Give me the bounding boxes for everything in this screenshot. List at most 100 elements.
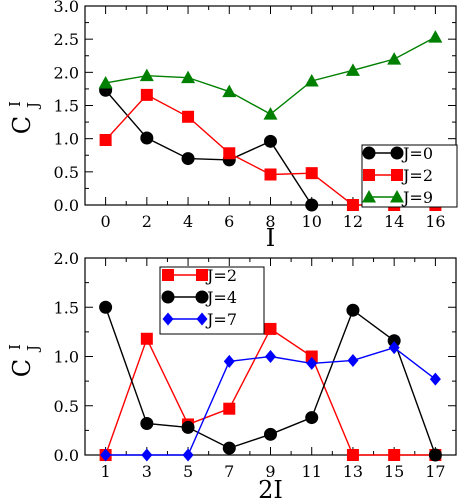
data-point xyxy=(182,448,194,462)
y-axis-title-sub: J xyxy=(24,102,42,110)
legend-entry: J=2 xyxy=(363,166,433,185)
x-axis-title: I xyxy=(266,224,275,252)
data-point xyxy=(346,449,359,461)
y-axis-title-main: C xyxy=(8,359,36,377)
series-J=9 xyxy=(98,30,443,120)
x-tick-label: 6 xyxy=(224,212,234,231)
legend: J=2 J=4 J=7 xyxy=(159,266,265,335)
x-tick-label: 2 xyxy=(142,212,152,231)
x-tick-label: 16 xyxy=(425,212,445,231)
data-point xyxy=(182,110,195,123)
data-point xyxy=(181,70,196,84)
legend-marker xyxy=(362,146,376,160)
x-axis-title: 2I xyxy=(258,476,283,501)
x-tick-label: 13 xyxy=(343,462,363,481)
data-point xyxy=(429,372,441,386)
legend-marker xyxy=(162,312,174,326)
legend-marker xyxy=(195,290,209,304)
y-tick-label: 2.5 xyxy=(54,30,79,49)
data-point xyxy=(181,152,195,166)
data-point xyxy=(305,167,318,180)
x-tick-label: 11 xyxy=(302,462,322,481)
y-tick-label: 3.0 xyxy=(54,0,79,16)
data-point xyxy=(304,73,319,87)
legend-label: J=4 xyxy=(205,288,237,307)
y-tick-label: 1.5 xyxy=(54,97,79,116)
data-point xyxy=(140,131,154,145)
legend-marker xyxy=(363,169,375,181)
series-J=4 xyxy=(99,300,442,462)
data-point xyxy=(264,134,277,148)
legend-marker xyxy=(390,146,404,160)
data-point xyxy=(223,354,235,368)
legend-label: J=9 xyxy=(401,188,433,207)
data-point xyxy=(222,441,236,455)
data-point xyxy=(305,198,319,212)
x-tick-label: 8 xyxy=(265,212,275,231)
legend-box xyxy=(159,266,265,335)
y-axis-title-sup: I xyxy=(6,344,24,350)
data-point xyxy=(306,356,318,370)
legend-marker xyxy=(196,312,208,326)
data-point xyxy=(139,68,154,82)
y-tick-label: 2.0 xyxy=(54,63,79,82)
y-axis-title-main: C xyxy=(8,116,36,134)
x-tick-label: 4 xyxy=(183,212,193,231)
legend-label: J=0 xyxy=(401,144,433,163)
y-axis-title-sup: I xyxy=(6,101,24,107)
series-J=7 xyxy=(100,341,441,462)
x-tick-label: 15 xyxy=(384,462,404,481)
y-tick-label: 0.5 xyxy=(54,397,79,416)
data-point xyxy=(141,448,153,462)
data-point xyxy=(387,334,401,348)
y-tick-label: 1.0 xyxy=(54,130,79,149)
data-point xyxy=(305,350,318,363)
y-tick-label: 2.0 xyxy=(54,249,79,268)
x-tick-label: 9 xyxy=(265,462,275,481)
legend-marker xyxy=(390,190,404,203)
y-tick-label: 0.0 xyxy=(54,446,79,465)
legend-marker xyxy=(362,190,376,203)
data-point xyxy=(428,448,442,462)
data-point xyxy=(223,402,236,415)
data-point xyxy=(346,199,359,211)
data-point xyxy=(265,350,276,363)
data-point xyxy=(264,168,277,181)
x-tick-label: 3 xyxy=(142,462,152,481)
y-tick-label: 0.0 xyxy=(54,196,79,215)
series-line xyxy=(105,36,436,115)
data-point xyxy=(264,322,277,335)
x-tick-label: 12 xyxy=(343,212,363,231)
y-axis-title: C I J xyxy=(6,101,42,134)
data-point xyxy=(140,416,154,430)
legend-entry: J=7 xyxy=(162,310,237,329)
legend-marker xyxy=(196,269,208,281)
legend-marker xyxy=(161,290,175,304)
legend-entry: J=2 xyxy=(162,266,237,285)
legend-marker xyxy=(162,269,174,281)
series-line xyxy=(105,89,313,206)
x-tick-label: 10 xyxy=(302,212,322,231)
y-tick-label: 0.5 xyxy=(54,163,79,182)
legend-entry: J=9 xyxy=(362,188,433,207)
data-point xyxy=(223,147,236,160)
data-point xyxy=(99,133,112,146)
y-tick-label: 1.0 xyxy=(54,348,79,367)
data-point xyxy=(347,353,359,367)
y-tick-label: 1.5 xyxy=(54,298,79,317)
legend: J=0 J=2 J=9 xyxy=(361,144,458,208)
data-point xyxy=(98,75,113,89)
data-point xyxy=(222,84,237,98)
x-tick-label: 1 xyxy=(101,462,111,481)
x-tick-label: 7 xyxy=(224,462,234,481)
legend-label: J=7 xyxy=(205,310,237,329)
data-point xyxy=(345,63,360,76)
y-axis-title: C I J xyxy=(6,344,42,377)
data-point xyxy=(305,411,319,425)
data-point xyxy=(140,88,153,101)
data-point xyxy=(140,332,153,345)
x-tick-label: 17 xyxy=(425,462,445,481)
